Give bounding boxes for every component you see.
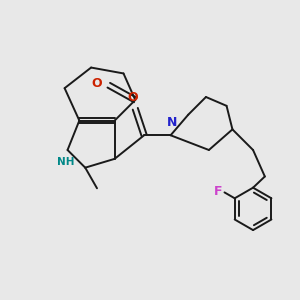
Text: O: O — [127, 92, 138, 104]
Text: NH: NH — [57, 158, 75, 167]
Text: N: N — [167, 116, 177, 129]
Text: O: O — [92, 77, 102, 90]
Text: F: F — [214, 185, 222, 198]
